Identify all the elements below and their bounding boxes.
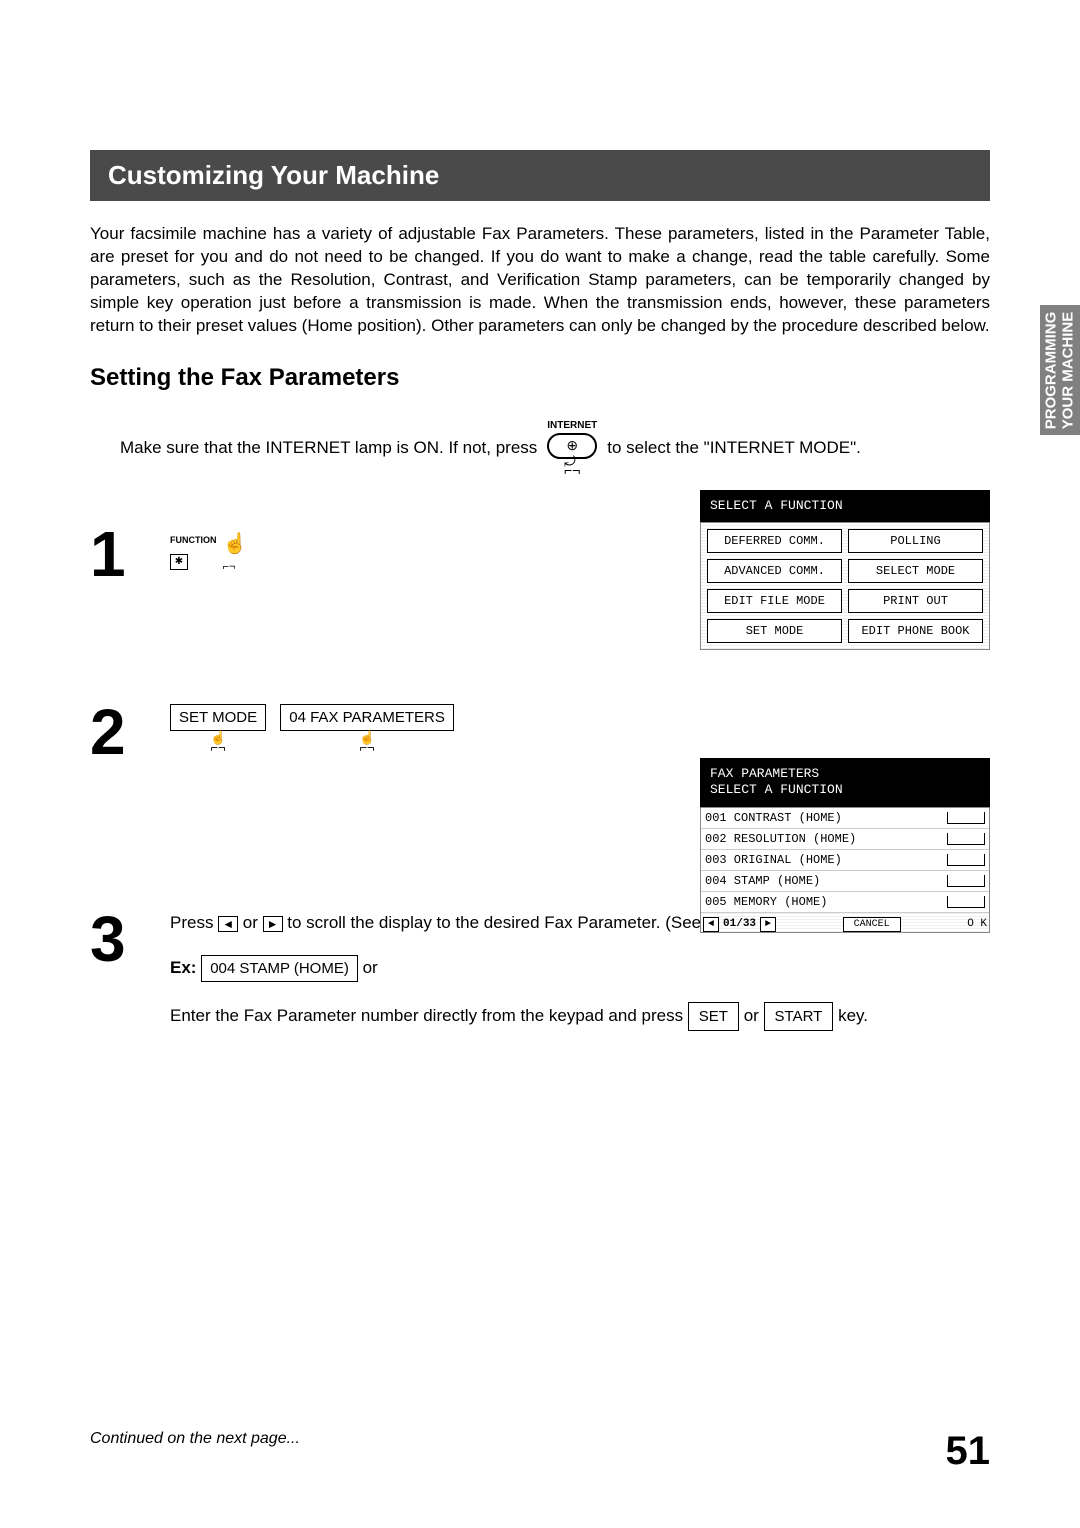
lcd1-item[interactable]: SELECT MODE <box>848 559 983 583</box>
step3-line3: Enter the Fax Parameter number directly … <box>170 1002 990 1031</box>
continued-note: Continued on the next page... <box>90 1430 300 1448</box>
section-heading: Setting the Fax Parameters <box>90 364 990 392</box>
lcd2-row[interactable]: 003 ORIGINAL (HOME) <box>701 850 989 871</box>
next-page-icon[interactable]: ► <box>760 917 776 932</box>
value-slot <box>947 854 985 866</box>
step-number-3: 3 <box>90 911 170 969</box>
lcd1-item[interactable]: DEFERRED COMM. <box>707 529 842 553</box>
lcd1-header: SELECT A FUNCTION <box>700 490 990 522</box>
step-number-2: 2 <box>90 704 170 762</box>
internet-button-label: INTERNET <box>547 420 597 431</box>
internet-pre: Make sure that the INTERNET lamp is ON. … <box>120 438 537 458</box>
function-label: FUNCTION <box>170 534 217 547</box>
lcd2-footer: ◄ 01/33 ► CANCEL O K <box>701 913 989 932</box>
right-arrow-icon: ► <box>263 916 283 932</box>
ex-label: Ex: <box>170 958 196 977</box>
step3-example: Ex: 004 STAMP (HOME) or <box>170 955 990 982</box>
left-arrow-icon: ◄ <box>218 916 238 932</box>
lcd1-item[interactable]: SET MODE <box>707 619 842 643</box>
internet-post: to select the "INTERNET MODE". <box>607 438 861 458</box>
page-title: Customizing Your Machine <box>108 160 439 190</box>
value-slot <box>947 833 985 845</box>
lcd2-row[interactable]: 001 CONTRAST (HOME) <box>701 808 989 829</box>
page-indicator: 01/33 <box>723 918 756 930</box>
function-key-icon: ✱ <box>170 554 188 570</box>
set-mode-key: SET MODE <box>170 704 266 731</box>
press-icon: ⤾⌐¬ <box>564 457 580 477</box>
lcd1-item[interactable]: ADVANCED COMM. <box>707 559 842 583</box>
hand-press-icon: ☝⌐¬ <box>223 534 248 574</box>
step-number-1: 1 <box>90 526 170 584</box>
intro-paragraph: Your facsimile machine has a variety of … <box>90 223 990 338</box>
page-number: 51 <box>946 1429 991 1474</box>
set-key: SET <box>688 1002 739 1031</box>
fax-parameters-key: 04 FAX PARAMETERS <box>280 704 454 731</box>
cancel-button[interactable]: CANCEL <box>843 917 901 932</box>
lcd1-item[interactable]: EDIT FILE MODE <box>707 589 842 613</box>
press-icon: ☝⌐¬ <box>280 733 454 754</box>
value-slot <box>947 896 985 908</box>
step-2: 2 SET MODE ☝⌐¬ 04 FAX PARAMETERS ☝⌐¬ <box>90 704 990 762</box>
page-title-bar: Customizing Your Machine <box>90 150 990 201</box>
value-slot <box>947 812 985 824</box>
start-key: START <box>764 1002 834 1031</box>
lcd1-item[interactable]: PRINT OUT <box>848 589 983 613</box>
internet-instruction: Make sure that the INTERNET lamp is ON. … <box>120 420 990 477</box>
example-param-key: 004 STAMP (HOME) <box>201 955 358 982</box>
page-content: Customizing Your Machine Your facsimile … <box>0 0 1080 1161</box>
prev-page-icon[interactable]: ◄ <box>703 917 719 932</box>
lcd2-row[interactable]: 005 MEMORY (HOME) <box>701 892 989 913</box>
lcd1-item[interactable]: POLLING <box>848 529 983 553</box>
lcd2-row[interactable]: 004 STAMP (HOME) <box>701 871 989 892</box>
internet-button-icon <box>547 433 597 459</box>
lcd2-header: FAX PARAMETERS SELECT A FUNCTION <box>700 758 990 807</box>
internet-button: INTERNET ⤾⌐¬ <box>547 420 597 477</box>
lcd2-row[interactable]: 002 RESOLUTION (HOME) <box>701 829 989 850</box>
lcd1-item[interactable]: EDIT PHONE BOOK <box>848 619 983 643</box>
press-icon: ☝⌐¬ <box>170 733 266 754</box>
lcd1-grid: DEFERRED COMM. POLLING ADVANCED COMM. SE… <box>707 529 983 643</box>
value-slot <box>947 875 985 887</box>
lcd-screen-1: SELECT A FUNCTION DEFERRED COMM. POLLING… <box>700 490 990 650</box>
ok-label: O K <box>967 918 987 930</box>
lcd-screen-2: FAX PARAMETERS SELECT A FUNCTION 001 CON… <box>700 758 990 933</box>
